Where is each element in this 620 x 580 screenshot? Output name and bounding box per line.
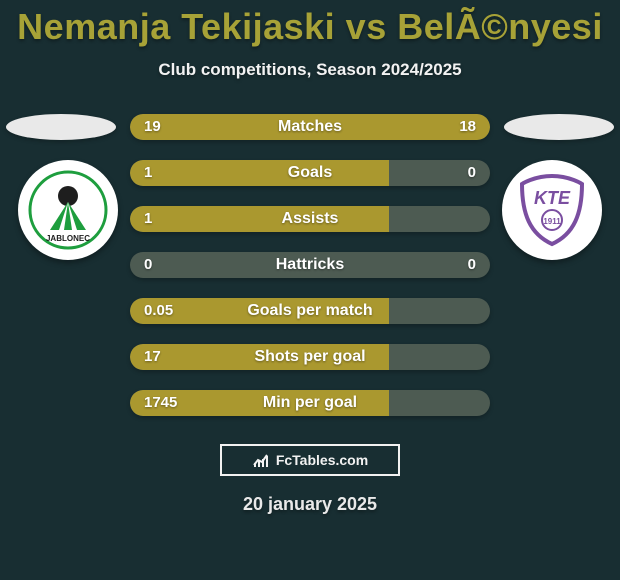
- club-crest-a-icon: JABLONEC: [28, 170, 108, 250]
- player-a-ellipse: [6, 114, 116, 140]
- stat-label: Matches: [130, 114, 490, 140]
- stat-bar: Goals per match0.05: [130, 298, 490, 324]
- stat-label: Goals per match: [130, 298, 490, 324]
- stat-value-b: 0: [468, 160, 476, 186]
- stat-value-b: 0: [468, 252, 476, 278]
- svg-text:1911: 1911: [543, 217, 561, 226]
- stat-value-a: 17: [144, 344, 161, 370]
- svg-text:JABLONEC: JABLONEC: [46, 234, 90, 243]
- stat-bar: Shots per goal17: [130, 344, 490, 370]
- stat-value-a: 1745: [144, 390, 177, 416]
- stat-bar: Goals1 0: [130, 160, 490, 186]
- stat-value-a: 19: [144, 114, 161, 140]
- footer-badge: FcTables.com: [220, 444, 400, 476]
- stat-bar: Hattricks0 0: [130, 252, 490, 278]
- subtitle: Club competitions, Season 2024/2025: [0, 60, 620, 80]
- stat-value-a: 0: [144, 252, 152, 278]
- svg-text:KTE: KTE: [534, 188, 571, 208]
- stat-label: Hattricks: [130, 252, 490, 278]
- club-crest-b: KTE 1911: [502, 160, 602, 260]
- stat-value-b: 18: [459, 114, 476, 140]
- stat-label: Goals: [130, 160, 490, 186]
- stat-bar: Min per goal1745: [130, 390, 490, 416]
- club-crest-a: JABLONEC: [18, 160, 118, 260]
- player-b-ellipse: [504, 114, 614, 140]
- stat-bar: Matches19 18: [130, 114, 490, 140]
- stat-value-a: 0.05: [144, 298, 173, 324]
- club-crest-b-icon: KTE 1911: [512, 170, 592, 250]
- stat-label: Assists: [130, 206, 490, 232]
- footer-site: FcTables.com: [276, 452, 368, 468]
- stat-bar: Assists1: [130, 206, 490, 232]
- stat-bars: Matches1918Goals10Assists1Hattricks00Goa…: [130, 114, 490, 436]
- stat-value-a: 1: [144, 206, 152, 232]
- stat-label: Shots per goal: [130, 344, 490, 370]
- stat-label: Min per goal: [130, 390, 490, 416]
- page-title: Nemanja Tekijaski vs BelÃ©nyesi: [0, 0, 620, 48]
- stat-value-a: 1: [144, 160, 152, 186]
- chart-icon: [252, 451, 270, 469]
- comparison-card: Nemanja Tekijaski vs BelÃ©nyesi Club com…: [0, 0, 620, 580]
- footer-date: 20 january 2025: [0, 494, 620, 515]
